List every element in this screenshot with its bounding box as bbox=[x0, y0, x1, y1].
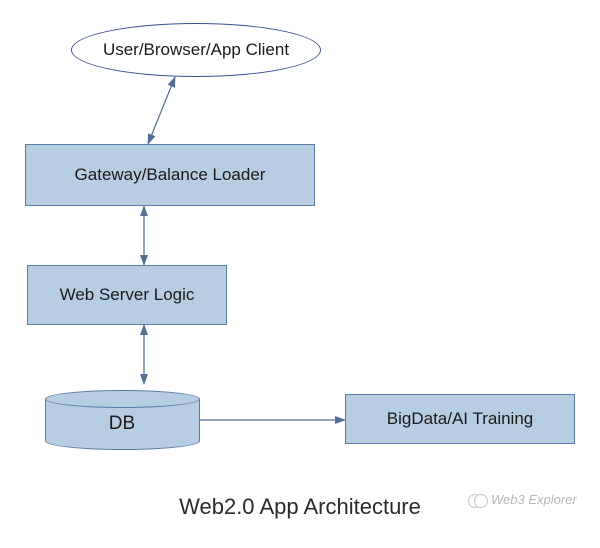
wechat-like-icon bbox=[468, 493, 486, 507]
watermark-text: Web3 Explorer bbox=[491, 492, 577, 507]
watermark: Web3 Explorer bbox=[468, 492, 577, 507]
node-db-label: DB bbox=[109, 413, 135, 435]
node-db-top bbox=[45, 390, 200, 408]
node-bigdata: BigData/AI Training bbox=[345, 394, 575, 444]
node-gateway: Gateway/Balance Loader bbox=[25, 144, 315, 206]
edge-client-gateway bbox=[148, 77, 175, 144]
diagram-stage: { "type": "flowchart", "background_color… bbox=[0, 0, 600, 548]
node-logic-label: Web Server Logic bbox=[60, 285, 195, 305]
node-bigdata-label: BigData/AI Training bbox=[387, 409, 533, 429]
node-logic: Web Server Logic bbox=[27, 265, 227, 325]
diagram-title-text: Web2.0 App Architecture bbox=[179, 494, 421, 519]
node-client: User/Browser/App Client bbox=[71, 23, 321, 77]
node-gateway-label: Gateway/Balance Loader bbox=[75, 165, 266, 185]
node-client-label: User/Browser/App Client bbox=[103, 40, 289, 60]
